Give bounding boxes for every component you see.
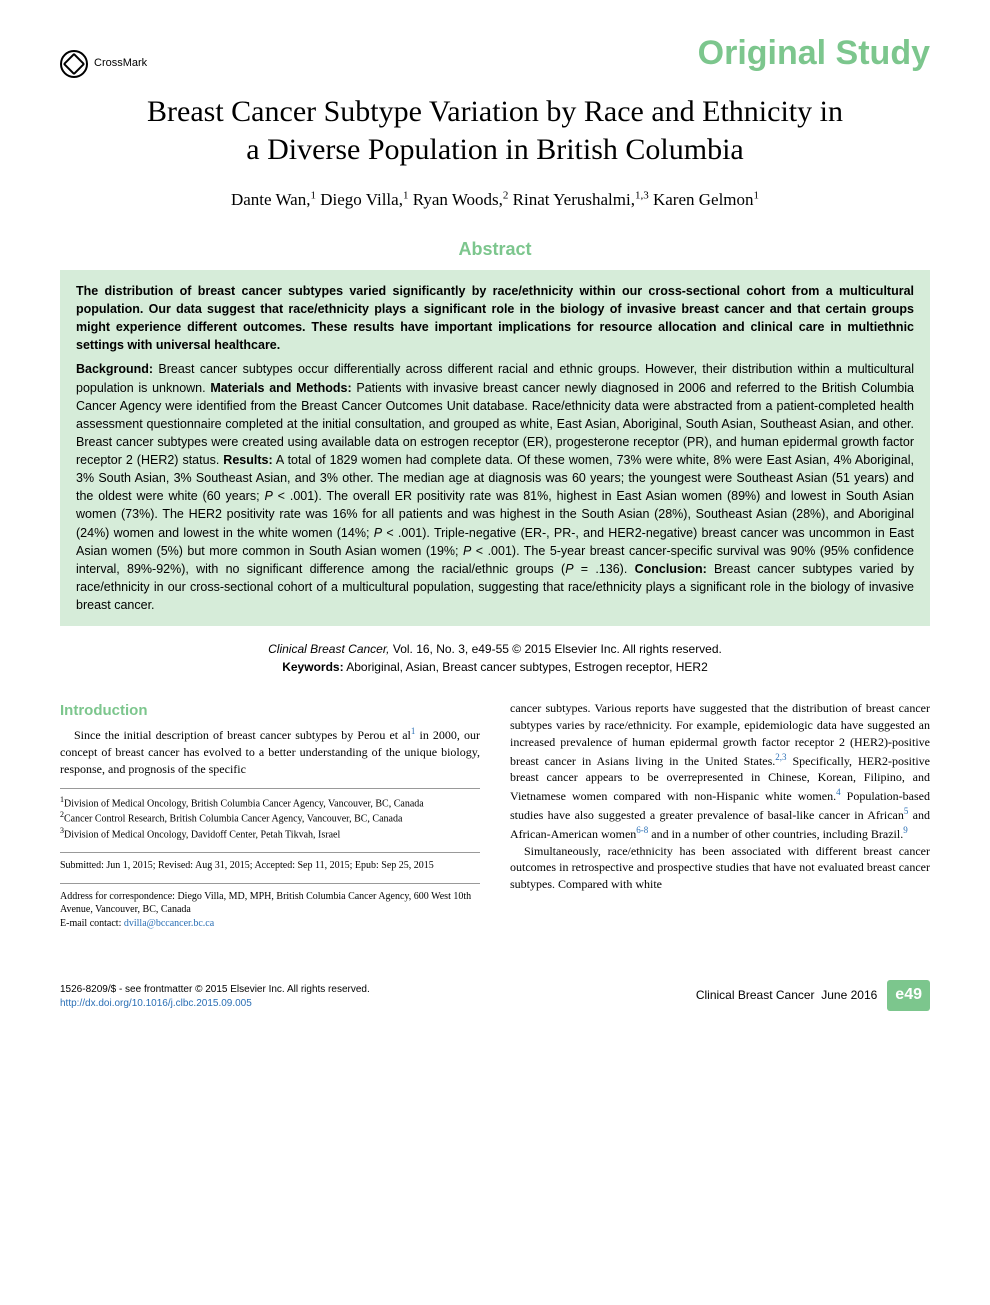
email-link[interactable]: dvilla@bccancer.bc.ca <box>124 918 214 929</box>
doi-link[interactable]: http://dx.doi.org/10.1016/j.clbc.2015.09… <box>60 998 252 1009</box>
affiliation-2: 2Cancer Control Research, British Columb… <box>60 810 480 826</box>
affiliation-3: 3Division of Medical Oncology, Davidoff … <box>60 826 480 842</box>
keywords-label: Keywords: <box>282 660 343 674</box>
abstract-box: The distribution of breast cancer subtyp… <box>60 270 930 626</box>
article-title: Breast Cancer Subtype Variation by Race … <box>140 93 850 168</box>
journal-name: Clinical Breast Cancer, <box>268 642 389 656</box>
dates-block: Submitted: Jun 1, 2015; Revised: Aug 31,… <box>60 859 480 873</box>
author-list: Dante Wan,1 Diego Villa,1 Ryan Woods,2 R… <box>60 188 930 212</box>
intro-text-right: cancer subtypes. Various reports have su… <box>510 700 930 893</box>
footnote-divider-1 <box>60 788 480 789</box>
affiliations-block: 1Division of Medical Oncology, British C… <box>60 795 480 842</box>
issn-line: 1526-8209/$ - see frontmatter © 2015 Els… <box>60 983 370 997</box>
page-footer: 1526-8209/$ - see frontmatter © 2015 Els… <box>60 980 930 1010</box>
body-columns: Introduction Since the initial descripti… <box>60 700 930 930</box>
intro-para-1: Since the initial description of breast … <box>60 725 480 777</box>
correspondence-block: Address for correspondence: Diego Villa,… <box>60 890 480 931</box>
email-label: E-mail contact: <box>60 918 124 929</box>
right-column: cancer subtypes. Various reports have su… <box>510 700 930 930</box>
footer-left: 1526-8209/$ - see frontmatter © 2015 Els… <box>60 983 370 1011</box>
abstract-lead: The distribution of breast cancer subtyp… <box>76 282 914 355</box>
intro-text-left: Since the initial description of breast … <box>60 725 480 777</box>
footer-right: Clinical Breast Cancer June 2016 e49 <box>696 980 930 1010</box>
footnote-divider-3 <box>60 883 480 884</box>
introduction-heading: Introduction <box>60 700 480 721</box>
crossmark-label: CrossMark <box>94 56 147 71</box>
volume-info: Vol. 16, No. 3, e49-55 © 2015 Elsevier I… <box>390 642 722 656</box>
crossmark-icon <box>60 50 88 78</box>
abstract-heading: Abstract <box>60 237 930 262</box>
footer-journal: Clinical Breast Cancer June 2016 <box>696 987 877 1004</box>
header-row: CrossMark Original Study <box>60 30 930 78</box>
citation-block: Clinical Breast Cancer, Vol. 16, No. 3, … <box>60 640 930 676</box>
keywords-list: Aboriginal, Asian, Breast cancer subtype… <box>344 660 708 674</box>
correspondence-address: Address for correspondence: Diego Villa,… <box>60 890 480 917</box>
intro-para-2: cancer subtypes. Various reports have su… <box>510 700 930 842</box>
left-column: Introduction Since the initial descripti… <box>60 700 480 930</box>
correspondence-email-row: E-mail contact: dvilla@bccancer.bc.ca <box>60 917 480 931</box>
affiliation-1: 1Division of Medical Oncology, British C… <box>60 795 480 811</box>
section-label: Original Study <box>698 30 930 78</box>
page-number-badge: e49 <box>887 980 930 1010</box>
intro-para-3: Simultaneously, race/ethnicity has been … <box>510 843 930 893</box>
footnote-divider-2 <box>60 852 480 853</box>
abstract-body: Background: Breast cancer subtypes occur… <box>76 360 914 614</box>
crossmark-badge[interactable]: CrossMark <box>60 50 147 78</box>
